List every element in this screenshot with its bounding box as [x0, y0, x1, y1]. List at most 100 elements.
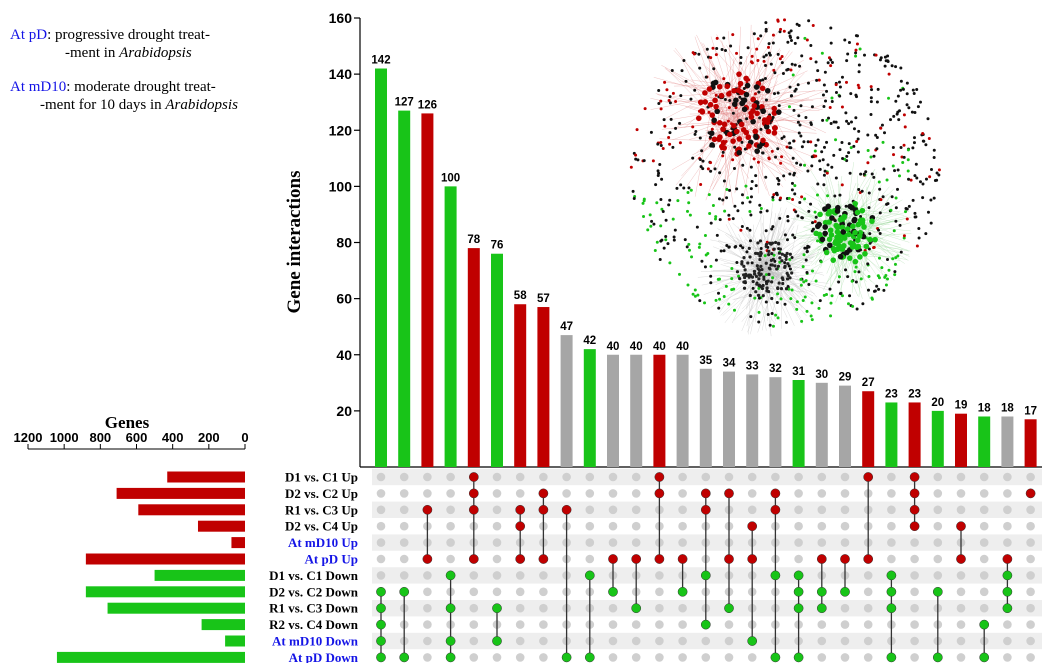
network-node	[687, 201, 691, 205]
network-node	[694, 130, 698, 134]
matrix-dot-empty	[539, 653, 548, 662]
matrix-dot-empty	[585, 538, 595, 547]
network-hub-node	[726, 91, 732, 97]
matrix-dot-empty	[979, 472, 989, 482]
network-node	[768, 53, 772, 57]
matrix-dot-filled	[584, 570, 595, 581]
network-node	[813, 210, 817, 214]
matrix-dot-empty	[933, 521, 943, 531]
matrix-dot-empty	[956, 489, 966, 498]
matrix-dot-empty	[1003, 620, 1012, 629]
network-hub-node	[743, 129, 750, 136]
network-edge	[747, 285, 776, 325]
intersection-bar	[607, 354, 619, 467]
network-node	[912, 136, 916, 140]
network-node	[807, 245, 811, 249]
network-node	[846, 302, 850, 306]
network-node	[679, 94, 683, 98]
network-node	[829, 26, 833, 30]
network-hub-node	[785, 277, 790, 281]
network-node	[826, 163, 830, 167]
matrix-dot-empty	[492, 505, 502, 515]
network-node	[800, 195, 804, 199]
network-hub-node	[762, 275, 766, 279]
intersection-bar	[1001, 416, 1014, 467]
network-node	[825, 118, 829, 122]
network-node	[907, 177, 911, 181]
network-node	[836, 126, 840, 130]
network-node	[889, 118, 893, 122]
matrix-dot-empty	[1026, 653, 1035, 662]
network-hub-node	[832, 238, 839, 245]
network-edge	[762, 284, 784, 295]
network-node	[785, 238, 789, 242]
matrix-dot-empty	[863, 636, 873, 646]
network-hub-node	[781, 277, 785, 282]
matrix-dot-filled	[979, 619, 990, 630]
bar-value-label: 35	[699, 355, 712, 367]
network-node	[734, 244, 738, 248]
network-node	[799, 104, 803, 108]
network-node	[801, 265, 805, 269]
network-node	[810, 301, 814, 305]
network-node	[899, 79, 903, 83]
network-edge	[858, 242, 864, 298]
network-hub-node	[731, 123, 737, 129]
matrix-dot-empty	[1003, 489, 1012, 498]
intersection-bar	[676, 354, 689, 467]
network-node	[659, 141, 663, 145]
network-node	[788, 267, 792, 271]
network-hub-node	[765, 282, 769, 286]
matrix-dot-empty	[585, 472, 595, 482]
network-node	[796, 36, 800, 40]
network-hub-node	[764, 242, 769, 247]
matrix-dot-filled	[886, 586, 897, 597]
network-node	[659, 99, 663, 103]
network-node	[829, 58, 833, 62]
matrix-dot-empty	[817, 653, 827, 662]
matrix-dot-filled	[561, 652, 572, 663]
matrix-dot-filled	[909, 521, 920, 532]
matrix-dot-filled	[515, 521, 526, 532]
network-node	[788, 141, 792, 145]
network-node	[653, 249, 657, 253]
matrix-dot-filled	[956, 554, 966, 564]
bar-value-label: 57	[537, 293, 550, 305]
network-node	[823, 70, 827, 74]
intersection-bar	[723, 371, 735, 467]
network-node	[829, 314, 833, 318]
matrix-dot-empty	[678, 636, 687, 646]
matrix-dot-filled	[724, 603, 734, 614]
matrix-dot-filled	[700, 619, 711, 630]
network-hub-node	[761, 294, 765, 298]
matrix-dot-empty	[631, 505, 641, 515]
network-node	[816, 239, 820, 243]
network-hub-node	[788, 252, 792, 256]
matrix-dot-filled	[492, 603, 502, 614]
set-size-tick-label: 0	[241, 430, 248, 445]
network-inset	[629, 18, 941, 337]
matrix-dot-empty	[539, 587, 548, 597]
network-node	[913, 174, 917, 178]
network-node	[817, 78, 821, 82]
network-edge	[711, 101, 767, 191]
network-node	[709, 169, 713, 173]
network-node	[739, 61, 743, 65]
matrix-dot-empty	[631, 538, 641, 547]
network-node	[784, 320, 788, 324]
intersection-bar	[1024, 419, 1037, 467]
network-edge	[844, 162, 854, 232]
network-hub-node	[751, 103, 758, 109]
matrix-dot-filled	[747, 554, 758, 564]
network-node	[758, 203, 762, 207]
network-node	[856, 137, 860, 141]
matrix-dot-filled	[654, 472, 665, 482]
matrix-dot-empty	[794, 554, 803, 564]
network-node	[786, 40, 790, 44]
network-node	[731, 111, 735, 115]
network-edge	[708, 56, 712, 104]
network-hub-node	[731, 87, 737, 94]
matrix-dot-filled	[770, 488, 781, 499]
network-edge	[739, 123, 767, 191]
network-node	[844, 80, 848, 84]
